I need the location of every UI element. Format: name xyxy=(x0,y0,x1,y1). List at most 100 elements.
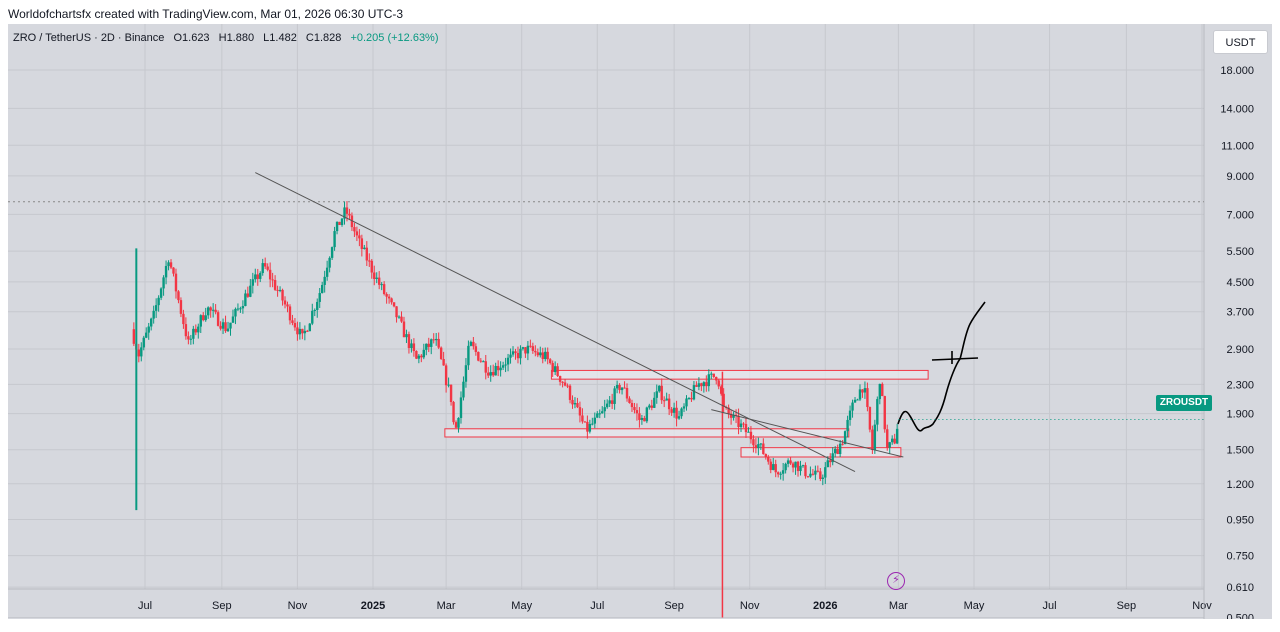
candle-body xyxy=(511,351,515,355)
symbol-label[interactable]: ZRO / TetherUS · 2D · Binance xyxy=(13,32,165,44)
candle-body xyxy=(856,399,859,401)
x-tick-label: Nov xyxy=(1192,600,1212,612)
candle-body xyxy=(662,400,666,402)
candle-body xyxy=(261,263,264,274)
candle-body xyxy=(353,227,356,232)
candle-body xyxy=(643,417,646,422)
candle-body xyxy=(216,312,220,326)
candle-body xyxy=(229,322,232,329)
candle-body xyxy=(434,338,438,341)
candle-body xyxy=(558,376,562,382)
candle-body xyxy=(588,423,592,432)
candle-body xyxy=(553,366,557,373)
candle-body xyxy=(732,414,735,418)
trendline xyxy=(255,172,856,473)
candle-body xyxy=(395,306,398,318)
candle-body xyxy=(494,365,497,376)
candle-body xyxy=(873,424,877,451)
candle-body xyxy=(536,352,540,356)
candle-body xyxy=(883,396,886,430)
candle-body xyxy=(449,384,453,403)
currency-selector[interactable]: USDT xyxy=(1213,30,1268,54)
candle-body xyxy=(601,411,604,414)
candle-body xyxy=(239,308,242,310)
y-tick-label: 1.900 xyxy=(1226,409,1254,421)
candle-body xyxy=(715,376,718,381)
candle-body xyxy=(628,398,631,404)
candle-body xyxy=(439,347,443,359)
candle-body xyxy=(593,417,597,424)
candle-body xyxy=(335,221,339,232)
candle-body xyxy=(705,382,708,387)
hand-drawn-breakout xyxy=(959,301,986,360)
candle-body xyxy=(487,372,490,376)
candle-body xyxy=(605,403,609,408)
candle-body xyxy=(241,306,245,309)
candle-body xyxy=(764,454,768,458)
candle-body xyxy=(888,442,891,448)
candle-body xyxy=(868,407,872,430)
candle-body xyxy=(786,460,790,464)
candle-body xyxy=(298,328,302,335)
candle-body xyxy=(739,423,743,428)
candle-body xyxy=(717,380,720,387)
candle-body xyxy=(680,408,683,417)
candle-body xyxy=(244,293,247,307)
candle-body xyxy=(707,374,711,387)
candle-body xyxy=(273,280,277,290)
candle-body xyxy=(821,477,825,479)
y-tick-label: 1.200 xyxy=(1226,479,1254,491)
lightning-icon[interactable]: ⚡ xyxy=(887,572,905,590)
candle-body xyxy=(563,382,567,386)
candle-body xyxy=(722,393,725,407)
candle-body xyxy=(400,316,403,322)
candle-body xyxy=(608,400,611,404)
candle-body xyxy=(189,338,193,340)
candle-body xyxy=(824,467,827,478)
candle-body xyxy=(157,297,160,306)
attribution-text: Worldofchartsfx created with TradingView… xyxy=(8,7,404,21)
candle-body xyxy=(526,345,530,354)
candle-body xyxy=(373,272,376,279)
candle-body xyxy=(576,403,579,408)
candle-body xyxy=(425,343,428,350)
candle-body xyxy=(772,464,775,470)
candle-body xyxy=(251,279,255,286)
y-tick-label: 14.000 xyxy=(1220,103,1254,115)
price-chart[interactable]: Jul Sep Nov 2025 Mar May Jul Sep Nov 2026 Mar May Ju… xyxy=(8,24,1272,619)
candle-body xyxy=(729,413,733,418)
candle-body xyxy=(610,400,614,404)
candle-body xyxy=(301,328,304,334)
candle-body xyxy=(546,351,549,360)
candle-body xyxy=(343,207,346,219)
candle-body xyxy=(853,399,857,403)
candle-body xyxy=(794,461,797,468)
candle-body xyxy=(583,421,587,423)
y-tick-label: 18.000 xyxy=(1220,65,1254,77)
candle-body xyxy=(422,349,426,358)
candle-body xyxy=(164,265,168,278)
candle-body xyxy=(442,358,445,366)
candle-body xyxy=(333,231,336,248)
candle-body xyxy=(799,465,802,472)
candle-body xyxy=(469,341,473,346)
candle-body xyxy=(871,429,874,451)
candle-body xyxy=(323,276,326,285)
candle-body xyxy=(177,291,180,301)
candle-body xyxy=(811,473,815,475)
candle-body xyxy=(464,365,468,382)
candle-body xyxy=(385,294,388,297)
candle-body xyxy=(444,365,448,386)
candle-body xyxy=(303,330,307,334)
x-tick-label: Nov xyxy=(288,600,308,612)
candle-body xyxy=(169,262,173,268)
candle-body xyxy=(457,417,460,428)
trendline xyxy=(711,409,904,458)
candle-body xyxy=(578,407,582,416)
close-value: C1.828 xyxy=(305,32,342,44)
candle-body xyxy=(296,327,299,335)
candle-body xyxy=(293,322,297,328)
candle-body xyxy=(140,347,143,357)
candle-body xyxy=(427,343,430,347)
candle-body xyxy=(895,428,899,444)
